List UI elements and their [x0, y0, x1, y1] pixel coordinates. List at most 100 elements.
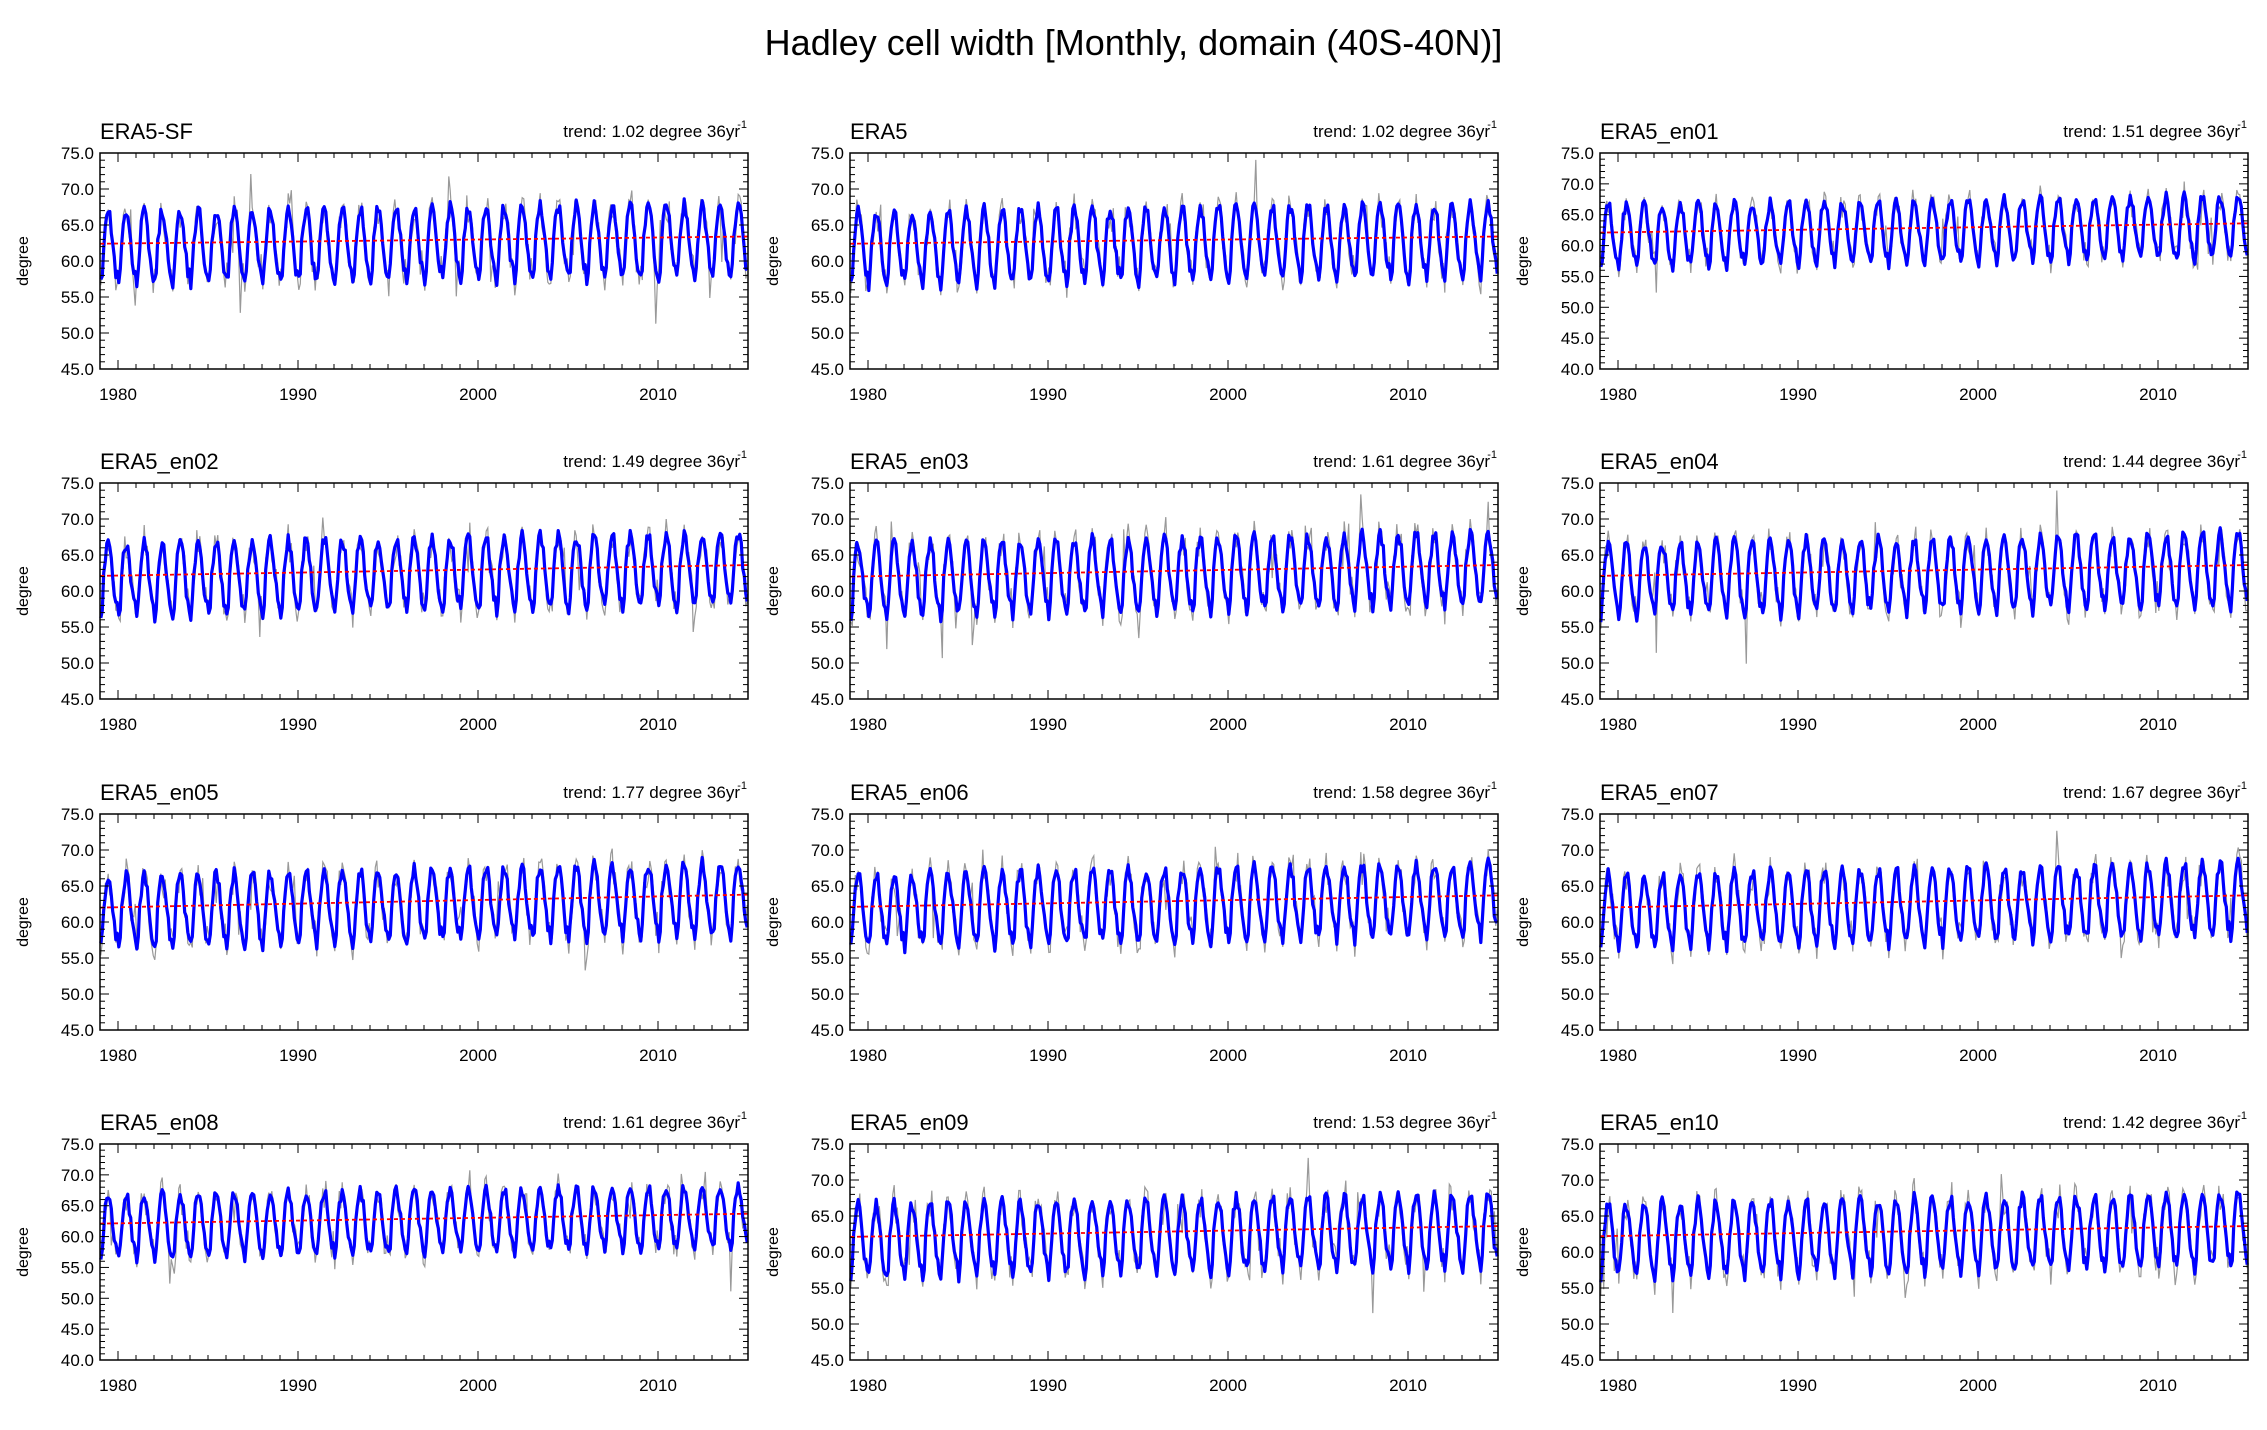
y-axis-label: degree	[1515, 566, 1532, 616]
y-tick-label: 65.0	[1561, 877, 1594, 896]
y-tick-label: 75.0	[1561, 144, 1594, 163]
x-tick-label: 2000	[1209, 385, 1247, 404]
y-tick-label: 65.0	[1561, 206, 1594, 225]
x-tick-label: 1990	[1029, 1046, 1067, 1065]
y-tick-label: 60.0	[1561, 913, 1594, 932]
trend-label-superscript: -1	[737, 119, 747, 131]
x-tick-label: 1980	[849, 1376, 887, 1395]
trend-label: trend: 1.53 degree 36yr	[1313, 1113, 1490, 1132]
y-tick-label: 70.0	[1561, 510, 1594, 529]
trend-line	[849, 235, 1499, 245]
x-tick-label: 1990	[1029, 1376, 1067, 1395]
x-tick-label: 1980	[1599, 715, 1637, 734]
smoothed-series-line	[1599, 1190, 2249, 1283]
raw-series-line	[850, 1157, 1498, 1314]
trend-label: trend: 1.61 degree 36yr	[1313, 452, 1490, 471]
y-tick-label: 50.0	[811, 985, 844, 1004]
y-tick-label: 65.0	[1561, 1207, 1594, 1226]
plot-frame	[849, 1143, 1499, 1361]
x-tick-label: 2010	[1389, 715, 1427, 734]
x-tick-label: 1990	[1779, 715, 1817, 734]
y-tick-label: 40.0	[1561, 360, 1594, 379]
x-tick-label: 1980	[1599, 385, 1637, 404]
y-tick-label: 55.0	[1561, 949, 1594, 968]
x-tick-label: 2010	[2139, 1046, 2177, 1065]
trend-label-superscript: -1	[1487, 1110, 1497, 1122]
trend-label: trend: 1.02 degree 36yr	[1313, 122, 1490, 141]
raw-series-line	[100, 173, 748, 324]
y-tick-label: 70.0	[1561, 175, 1594, 194]
trend-label-superscript: -1	[2237, 1110, 2247, 1122]
y-tick-label: 55.0	[61, 288, 94, 307]
y-tick-label: 65.0	[61, 877, 94, 896]
y-tick-label: 55.0	[811, 288, 844, 307]
x-tick-label: 1980	[849, 715, 887, 734]
trend-label-superscript: -1	[1487, 119, 1497, 131]
panel-era5-en07: 45.0 50.0 55.0 60.0 65.0 70.0 75.0 1980 1990 2000…	[1515, 780, 2249, 1065]
trend-label: trend: 1.58 degree 36yr	[1313, 783, 1490, 802]
x-tick-label: 1990	[279, 1376, 317, 1395]
smoothed-series-line	[99, 855, 749, 953]
panel-era5-en01: 40.0 45.0 50.0 55.0 60.0 65.0 70.0 75.0 1980 1990…	[1515, 119, 2249, 404]
x-tick-label: 2000	[1959, 385, 1997, 404]
trend-line	[849, 1225, 1499, 1238]
y-tick-label: 50.0	[1561, 298, 1594, 317]
trend-label: trend: 1.51 degree 36yr	[2063, 122, 2240, 141]
y-tick-label: 75.0	[1561, 1135, 1594, 1154]
y-tick-label: 65.0	[811, 546, 844, 565]
smoothed-series-line	[849, 856, 1499, 955]
y-tick-label: 75.0	[811, 144, 844, 163]
figure-title: Hadley cell width [Monthly, domain (40S-…	[764, 22, 1503, 63]
y-tick-label: 45.0	[811, 690, 844, 709]
y-axis-label: degree	[765, 897, 782, 947]
x-tick-label: 2000	[459, 1376, 497, 1395]
trend-line	[99, 1212, 749, 1225]
y-tick-label: 60.0	[61, 252, 94, 271]
y-tick-label: 45.0	[1561, 1351, 1594, 1370]
y-tick-label: 75.0	[61, 474, 94, 493]
plot-frame	[849, 813, 1499, 1031]
trend-label: trend: 1.49 degree 36yr	[563, 452, 740, 471]
x-tick-label: 2000	[459, 715, 497, 734]
trend-label: trend: 1.02 degree 36yr	[563, 122, 740, 141]
x-tick-label: 1990	[279, 1046, 317, 1065]
trend-label-superscript: -1	[737, 1110, 747, 1122]
x-tick-label: 2000	[1959, 715, 1997, 734]
y-tick-label: 55.0	[1561, 267, 1594, 286]
y-tick-label: 50.0	[61, 985, 94, 1004]
plot-frame	[99, 482, 749, 700]
x-tick-label: 2000	[1209, 1046, 1247, 1065]
x-tick-label: 2000	[1209, 1376, 1247, 1395]
x-tick-label: 1980	[99, 385, 137, 404]
trend-label-superscript: -1	[1487, 780, 1497, 792]
panel-era5-en10: 45.0 50.0 55.0 60.0 65.0 70.0 75.0 1980 1990 2000…	[1515, 1110, 2249, 1395]
trend-line	[99, 893, 749, 909]
y-tick-label: 45.0	[811, 1351, 844, 1370]
x-tick-label: 2010	[639, 715, 677, 734]
x-tick-label: 1980	[99, 1046, 137, 1065]
y-tick-label: 75.0	[811, 805, 844, 824]
smoothed-series-line	[1599, 190, 2249, 273]
y-tick-label: 50.0	[811, 324, 844, 343]
raw-series-line	[100, 848, 748, 971]
y-tick-label: 75.0	[61, 805, 94, 824]
panel-title: ERA5_en02	[100, 449, 219, 474]
y-tick-label: 55.0	[61, 618, 94, 637]
trend-line	[849, 894, 1499, 908]
raw-series-line	[1600, 490, 2248, 664]
trend-label: trend: 1.42 degree 36yr	[2063, 1113, 2240, 1132]
y-tick-label: 75.0	[1561, 805, 1594, 824]
x-tick-label: 1990	[1029, 715, 1067, 734]
raw-series-line	[1600, 181, 2248, 293]
y-tick-label: 50.0	[811, 1315, 844, 1334]
y-axis-label: degree	[1515, 236, 1532, 286]
y-axis-label: degree	[765, 566, 782, 616]
smoothed-series-line	[1599, 856, 2249, 954]
y-tick-label: 65.0	[61, 546, 94, 565]
y-tick-label: 50.0	[1561, 1315, 1594, 1334]
x-tick-label: 1990	[1779, 1046, 1817, 1065]
y-tick-label: 55.0	[61, 1258, 94, 1277]
y-tick-label: 75.0	[61, 144, 94, 163]
y-tick-label: 65.0	[61, 216, 94, 235]
x-tick-label: 2000	[459, 1046, 497, 1065]
